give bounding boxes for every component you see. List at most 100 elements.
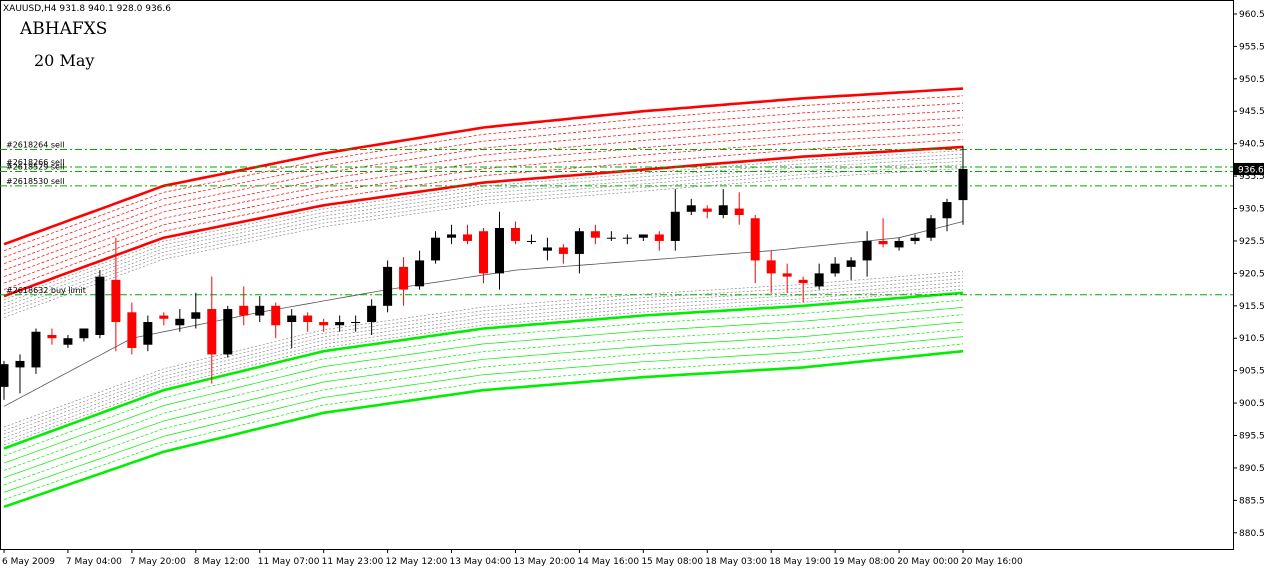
candle-body: [686, 205, 696, 212]
order-label: #2618266 sell: [6, 158, 64, 167]
candle-body: [319, 322, 329, 326]
x-tick-label: 19 May 08:00: [833, 557, 895, 567]
candle-body: [175, 318, 185, 326]
y-tick-label: 900.5: [1239, 399, 1265, 409]
x-tick-label: 18 May 19:00: [769, 557, 831, 567]
x-tick-label: 7 May 04:00: [66, 557, 122, 567]
candle-body: [399, 266, 409, 290]
candle-body: [335, 322, 345, 326]
x-tick-label: 11 May 07:00: [258, 557, 320, 567]
y-tick-label: 925.5: [1239, 237, 1265, 247]
x-tick-label: 13 May 20:00: [513, 557, 575, 567]
x-tick-label: 12 May 12:00: [386, 557, 448, 567]
y-tick-label: 955.5: [1239, 42, 1265, 52]
current-price-label: 936.6: [1238, 165, 1264, 175]
candle-body: [798, 279, 808, 284]
lower-band-dashed: [3, 343, 964, 500]
candle-body: [638, 234, 648, 238]
y-tick-label: 895.5: [1239, 432, 1265, 442]
candle-body: [351, 322, 361, 324]
candle-body: [574, 231, 584, 254]
candle-body: [830, 263, 840, 274]
candle-body: [734, 208, 744, 216]
candle-body: [191, 312, 201, 319]
candle-body: [95, 276, 105, 335]
y-tick-label: 940.5: [1239, 140, 1265, 150]
candle-body: [383, 266, 393, 306]
lower-band-dashed: [3, 307, 964, 464]
candle-body: [127, 312, 137, 348]
candle-body: [287, 315, 297, 323]
upper-band-dashed: [3, 117, 964, 271]
lower-band-dashed: [3, 314, 964, 471]
upper-band-dashed: [3, 131, 964, 284]
candle-body: [47, 334, 57, 339]
x-tick-label: 7 May 20:00: [130, 557, 186, 567]
order-label: #2618529 sell: [6, 163, 64, 172]
lower-band-dashed: [3, 336, 964, 493]
candle-body: [463, 234, 473, 241]
candle-body: [622, 237, 632, 239]
candle-body: [766, 260, 776, 274]
symbol-header: XAUUSD,H4 931.8 940.1 928.0 936.6: [3, 4, 171, 14]
candle-body: [431, 237, 441, 261]
price-axis: 960.5 955.5 950.5 945.5 940.5 935.5 930.5 925.5…: [1233, 10, 1265, 539]
candle-body: [670, 211, 680, 241]
candle-body: [239, 305, 249, 316]
y-tick-label: 910.5: [1239, 334, 1265, 344]
candle-body: [862, 240, 872, 261]
lower-band-dashed: [3, 321, 964, 479]
y-tick-label: 930.5: [1239, 205, 1265, 215]
x-tick-label: 6 May 2009: [2, 557, 55, 567]
upper-band-dashed: [3, 102, 964, 258]
lower-band-dashed: [3, 299, 964, 457]
y-tick-label: 935.5: [1239, 172, 1265, 182]
candle-body: [782, 273, 792, 277]
candle-body: [526, 240, 536, 242]
candle-body: [926, 218, 936, 238]
candle-body: [271, 305, 281, 326]
candles: [0, 146, 968, 400]
candle-body: [558, 247, 568, 254]
x-tick-label: 11 May 23:00: [322, 557, 384, 567]
order-label: #2618264 sell: [6, 141, 64, 150]
candle-body: [479, 231, 488, 274]
time-axis: 6 May 2009 7 May 04:00 7 May 20:00 8 May 12…: [2, 549, 1023, 567]
candle-body: [606, 237, 616, 239]
order-label: #2618530 sell: [6, 177, 64, 186]
candle-body: [367, 305, 377, 323]
envelope-bands: [3, 87, 964, 509]
candle-body: [223, 309, 233, 355]
candle-body: [63, 338, 73, 345]
candle-body: [702, 208, 712, 212]
y-tick-label: 915.5: [1239, 302, 1265, 312]
candle-body: [878, 240, 888, 245]
current-price-marker: [1234, 162, 1264, 175]
x-tick-label: 8 May 12:00: [194, 557, 250, 567]
candle-body: [814, 273, 824, 287]
x-tick-label: 20 May 16:00: [961, 557, 1023, 567]
x-tick-label: 20 May 00:00: [897, 557, 959, 567]
y-tick-label: 885.5: [1239, 496, 1265, 506]
x-tick-label: 13 May 04:00: [450, 557, 512, 567]
candle-body: [894, 240, 904, 248]
order-label: #2618632 buy limit: [6, 286, 86, 295]
candle-body: [31, 331, 41, 368]
candle-body: [415, 260, 425, 287]
upper-outer-band: [3, 87, 964, 246]
y-tick-label: 960.5: [1239, 10, 1265, 20]
candle-body: [510, 227, 520, 241]
x-tick-label: 18 May 03:00: [705, 557, 767, 567]
plot-border: [0, 0, 1234, 550]
lower-band-dashed: [3, 328, 964, 486]
candle-body: [718, 205, 728, 216]
overlay-title: ABHAFXS: [19, 19, 107, 39]
y-tick-label: 945.5: [1239, 107, 1265, 117]
upper-band-dashed: [3, 110, 964, 265]
candle-body: [447, 234, 457, 238]
x-tick-label: 15 May 08:00: [641, 557, 703, 567]
upper-inner-band: [3, 145, 964, 298]
upper-band-dashed: [3, 124, 964, 277]
